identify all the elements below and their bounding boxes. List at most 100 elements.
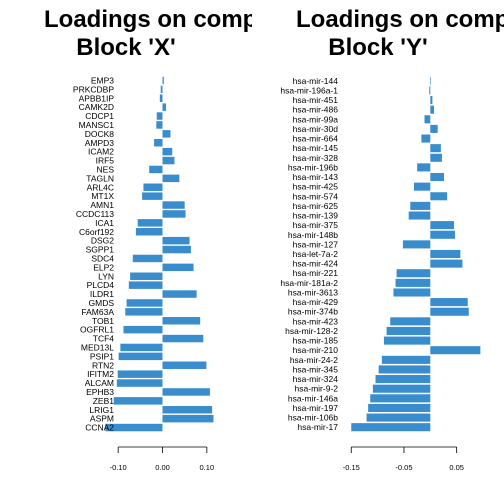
bar [424, 115, 431, 124]
x-tick-label: -0.05 [395, 463, 412, 472]
bar [430, 259, 463, 268]
chart-title-line2: Block 'Y' [328, 34, 428, 61]
bar-label: hsa-mir-221 [293, 268, 339, 278]
bar [162, 103, 167, 111]
bar [430, 96, 433, 105]
bar [162, 147, 173, 156]
bar [375, 375, 431, 384]
bar [162, 201, 185, 209]
bar [430, 124, 438, 133]
bar [162, 414, 214, 423]
bar-label: ASPM [90, 414, 114, 424]
bar [118, 352, 163, 361]
bar-label: PSIP1 [90, 351, 114, 361]
chart-title-line1: Loadings on comp [44, 6, 252, 33]
bar-label: hsa-mir-30d [293, 124, 339, 134]
bar [417, 163, 431, 172]
bar-label: hsa-mir-375 [293, 220, 339, 230]
bar-label: hsa-mir-144 [293, 76, 339, 86]
bar [162, 76, 164, 85]
bar [162, 263, 194, 272]
bar [105, 423, 163, 432]
bar-label: APBB1IP [79, 93, 115, 103]
bar-label: hsa-mir-424 [293, 259, 339, 269]
bar [162, 406, 213, 414]
bar-label: AMPD3 [85, 138, 115, 148]
bar-label: hsa-mir-451 [293, 95, 339, 105]
chart-block-x: EMP3PRKCDBPAPBB1IPCAMK2DCDCP1MANSC1DOCK8… [73, 75, 214, 472]
bar [430, 230, 456, 239]
bar-label: SGPP1 [86, 245, 115, 255]
bar [430, 105, 434, 114]
bar [162, 361, 207, 369]
bar-label: ARL4C [87, 182, 114, 192]
bar [160, 85, 163, 94]
bar-label: hsa-mir-185 [293, 336, 339, 346]
bar [143, 183, 163, 191]
bar-label: TCF4 [93, 334, 115, 344]
bar [395, 278, 431, 287]
bar-label: CCNA2 [85, 423, 114, 433]
bar-label: LRIG1 [89, 405, 114, 415]
bar-label: MANSC1 [79, 120, 115, 130]
bar [162, 156, 175, 165]
bar-label: hsa-mir-17 [297, 422, 338, 432]
panel-block-x: Loadings on comp Block 'X' EMP3 PRKCDBP AP… [44, 6, 252, 472]
bar-label: hsa-mir-196a-1 [280, 85, 338, 95]
bar [413, 182, 431, 191]
bar-label: hsa-mir-127 [293, 239, 339, 249]
bar [390, 317, 431, 326]
bar-label: IFITM2 [87, 369, 114, 379]
bar [410, 201, 431, 210]
bar-label: hsa-mir-139 [293, 211, 339, 221]
bar [125, 308, 163, 316]
bar-label: hsa-mir-486 [293, 105, 339, 115]
bar [162, 174, 180, 183]
bar [162, 236, 190, 245]
bar [429, 86, 431, 95]
bar-label: ICA1 [95, 218, 114, 228]
bar-label: hsa-mir-374b [288, 307, 338, 317]
bar-label: hsa-mir-128-2 [285, 326, 338, 336]
bar [430, 298, 468, 307]
bar-label: hsa-mir-181a-2 [280, 278, 338, 288]
bar-label: IRF5 [96, 156, 115, 166]
bar-label: ZEB1 [93, 396, 115, 406]
bar [162, 210, 186, 218]
bar [156, 121, 163, 129]
x-tick-label: 0.00 [155, 463, 170, 472]
bar-label: hsa-let-7a-2 [293, 249, 339, 259]
bar-label: AMN1 [90, 200, 114, 210]
bar-label: PRKCDBP [73, 84, 114, 94]
bar [137, 219, 163, 227]
bar [142, 192, 163, 200]
bar-label: RTN2 [92, 360, 114, 370]
bar-label: hsa-mir-574 [293, 191, 339, 201]
bar [117, 370, 163, 378]
bar [116, 379, 163, 387]
bar-label: MED13L [81, 342, 114, 352]
bar [123, 325, 163, 334]
bar [162, 290, 197, 298]
bar-label: CCDC113 [76, 209, 114, 219]
bar [430, 307, 469, 316]
bar-label: hsa-mir-196b [288, 162, 338, 172]
bar [430, 153, 442, 162]
bar-label: hsa-mir-3613 [288, 287, 338, 297]
bar-label: GMDS [89, 298, 115, 308]
bar-label: CAMK2D [79, 102, 114, 112]
x-tick-label: -0.15 [343, 463, 360, 472]
chart-block-y: hsa-mir-144hsa-mir-196a-1hsa-mir-451hsa-… [280, 76, 481, 472]
bar [130, 272, 163, 280]
bar-label: hsa-mir-210 [293, 345, 339, 355]
bar-label: ICAM2 [88, 147, 114, 157]
bar-label: LYN [98, 271, 114, 281]
x-tick-label: -0.10 [110, 463, 127, 472]
bar-label: OGFRL1 [80, 325, 114, 335]
bar [149, 165, 163, 174]
bar [162, 245, 191, 254]
bar-label: hsa-mir-99a [293, 114, 339, 124]
bar-label: ALCAM [85, 378, 114, 388]
bar-label: NES [97, 164, 115, 174]
bar-label: hsa-mir-429 [293, 297, 339, 307]
